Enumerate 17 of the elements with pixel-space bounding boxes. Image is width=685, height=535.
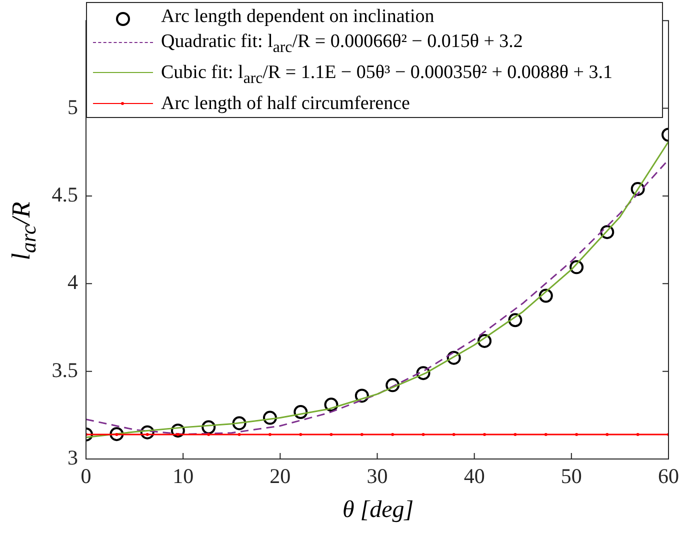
legend-label: Arc length of half circumference — [161, 92, 410, 114]
y-tick-label: 4 — [68, 270, 78, 294]
x-tick-label: 40 — [464, 464, 485, 488]
legend-label: Cubic fit: l$_{arc}$/R = 1.1E − 05θ³ − 0.00035θ² + 0.0088θ + 3.1 — [161, 62, 612, 87]
y-tick-label: 4.5 — [52, 182, 78, 206]
legend-label: Arc length dependent on inclination — [161, 6, 434, 27]
x-axis-title: θ [deg] — [341, 497, 415, 524]
y-tick-label: 5 — [68, 94, 78, 119]
x-tick-label: 10 — [172, 464, 194, 488]
y-tick-label: 3 — [68, 446, 78, 470]
legend-label: Quadratic fit: l$_{arc}$/R = 0.00066θ² − 0.015θ + 3.2 — [161, 31, 523, 56]
x-tick-label: 30 — [366, 464, 388, 488]
x-tick-label: 50 — [560, 464, 582, 488]
x-tick-label: 60 — [658, 464, 679, 488]
x-tick-label: 0 — [80, 464, 92, 488]
x-tick-label: 20 — [270, 464, 291, 488]
y-tick-label: 3.5 — [52, 358, 78, 382]
